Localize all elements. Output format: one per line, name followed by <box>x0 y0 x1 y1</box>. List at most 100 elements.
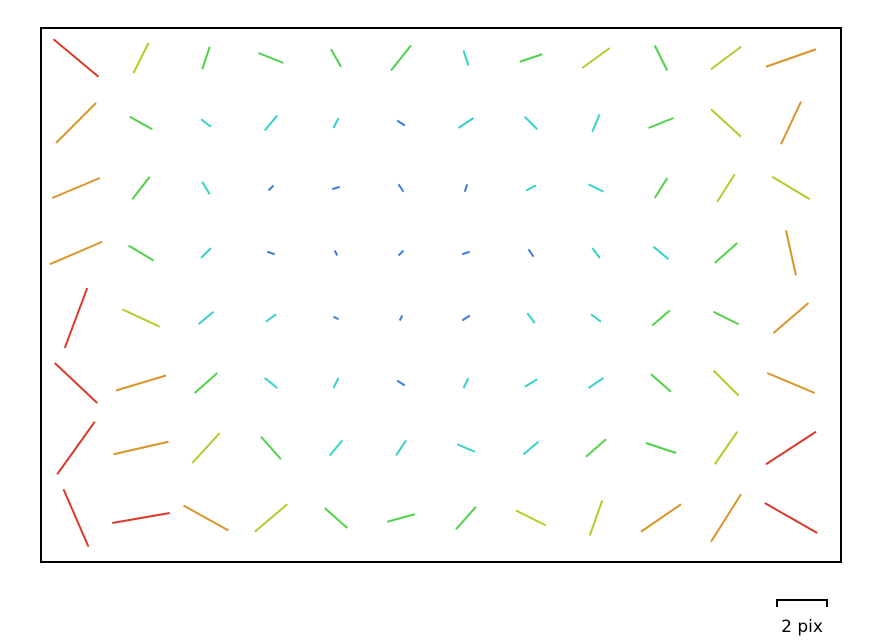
error-vector <box>200 118 212 128</box>
error-vector <box>462 377 470 389</box>
error-vector <box>266 250 276 256</box>
error-vector <box>398 315 404 321</box>
error-vector <box>590 313 602 323</box>
error-vector <box>766 372 816 394</box>
error-vector <box>515 509 547 527</box>
scale-bar-label: 2 pix <box>781 617 823 637</box>
error-vector <box>526 312 536 324</box>
error-vector <box>524 378 538 388</box>
error-vector <box>56 421 96 475</box>
error-vector <box>332 377 340 389</box>
error-vector <box>62 488 90 548</box>
error-vector <box>710 493 742 543</box>
error-vector <box>390 44 412 72</box>
error-vector <box>115 374 167 392</box>
error-vector <box>330 48 342 68</box>
error-vector <box>525 184 537 192</box>
error-vector <box>395 439 407 457</box>
error-vector <box>585 438 607 458</box>
error-vector <box>710 45 742 71</box>
error-vector <box>587 377 605 389</box>
error-vector <box>386 513 416 523</box>
error-vector <box>463 183 469 193</box>
error-vector <box>191 432 221 464</box>
error-vector <box>772 302 810 334</box>
error-vector <box>650 373 672 393</box>
error-vector <box>527 248 535 258</box>
error-vector <box>197 310 215 326</box>
error-vector <box>588 183 604 193</box>
error-vector <box>519 53 543 63</box>
error-vector <box>714 242 738 264</box>
error-vector <box>765 48 817 68</box>
error-vector <box>712 369 740 397</box>
error-vector <box>63 287 89 349</box>
error-vector <box>260 436 282 460</box>
error-vector <box>132 42 150 74</box>
error-vector <box>396 119 406 127</box>
error-vector <box>328 439 344 457</box>
error-vector <box>397 183 405 193</box>
error-vector <box>713 310 739 326</box>
error-vector <box>49 240 103 266</box>
error-vector <box>54 362 98 404</box>
error-vector <box>764 502 818 534</box>
error-vector <box>397 249 405 257</box>
vector-field <box>49 38 818 548</box>
error-vector <box>51 177 101 199</box>
error-vector <box>200 247 212 259</box>
error-vector <box>651 309 671 327</box>
frame <box>40 27 842 563</box>
error-vector <box>112 512 170 524</box>
error-vector <box>113 440 169 456</box>
error-vector <box>324 507 348 529</box>
error-vector <box>129 115 153 131</box>
error-vector <box>127 244 155 262</box>
error-vector <box>201 181 211 195</box>
error-vector <box>121 308 161 328</box>
error-vector <box>396 379 406 387</box>
error-vector <box>258 52 284 64</box>
error-vector <box>461 314 471 322</box>
scale-bar <box>776 599 828 607</box>
error-vector <box>265 313 277 323</box>
error-vector <box>52 38 100 78</box>
error-vector <box>771 175 811 201</box>
error-vector <box>710 108 742 138</box>
error-vector <box>581 47 611 69</box>
error-vector <box>263 114 279 132</box>
error-vector <box>640 503 682 533</box>
error-vector <box>333 250 339 256</box>
error-vector <box>55 102 97 144</box>
error-vector <box>648 117 674 129</box>
error-vector <box>332 117 340 129</box>
error-vector <box>183 504 229 532</box>
error-vector <box>522 440 540 456</box>
error-vector <box>131 176 151 200</box>
error-vector <box>333 315 339 321</box>
error-vector <box>713 431 739 465</box>
error-vector <box>765 430 817 466</box>
error-vector <box>785 230 797 276</box>
error-vector <box>455 506 477 530</box>
error-vector <box>591 247 601 259</box>
error-vector <box>267 184 275 192</box>
error-vector <box>461 250 471 256</box>
error-vector <box>653 45 669 71</box>
error-vector <box>457 117 475 129</box>
error-vector <box>588 500 604 536</box>
error-vector <box>653 177 669 199</box>
error-vector <box>456 443 476 453</box>
error-vector <box>645 442 677 454</box>
error-vector <box>716 173 736 203</box>
error-vector <box>524 116 538 130</box>
error-vector <box>331 185 341 191</box>
error-vector <box>462 50 470 66</box>
error-vector <box>591 113 601 133</box>
error-vector <box>254 503 288 533</box>
error-vector <box>194 372 218 394</box>
error-vector <box>780 101 802 145</box>
error-vector <box>201 46 211 70</box>
error-vector <box>264 377 278 389</box>
